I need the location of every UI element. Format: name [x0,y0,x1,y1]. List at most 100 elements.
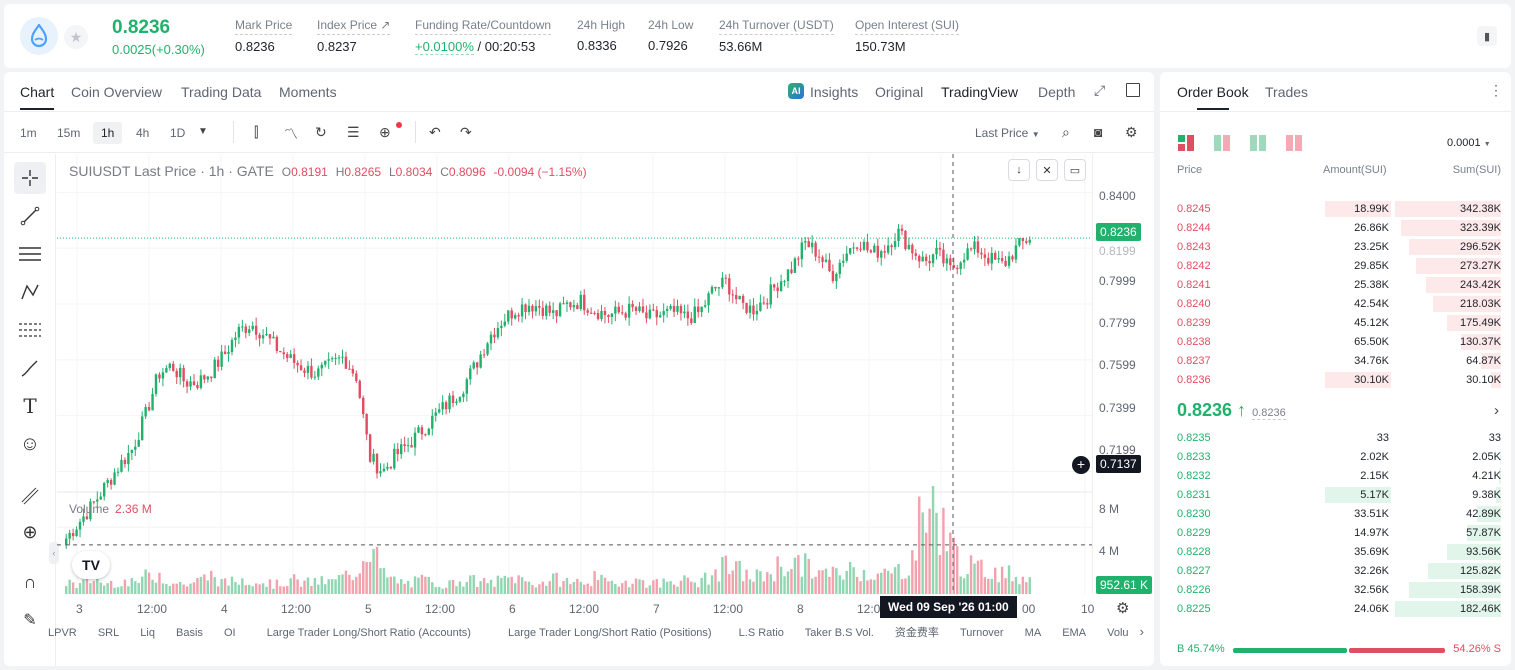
tab-order-book[interactable]: Order Book [1177,84,1249,110]
prediction-icon[interactable] [14,314,46,346]
view-original[interactable]: Original [875,84,924,100]
indicator-liq[interactable]: Liq [140,627,155,639]
timeframe-1d[interactable]: 1D [170,126,186,140]
indicator-ls-positions[interactable]: Large Trader Long/Short Ratio (Positions… [507,627,712,639]
text-tool-icon[interactable]: T [23,394,37,418]
ask-row[interactable]: 0.8239 45.12K 175.49K [1177,314,1501,333]
bid-row[interactable]: 0.8226 32.56K 158.39K [1177,581,1501,600]
view-insights[interactable]: Insights [810,84,859,100]
timeframe-15m[interactable]: 15m [57,126,81,140]
maximize-pane-icon[interactable]: ▭ [1064,159,1086,181]
view-depth[interactable]: Depth [1038,84,1076,100]
chart-settings-icon[interactable]: ⚙ [1116,600,1130,617]
stat-label[interactable]: Funding Rate/Countdown [415,18,552,35]
bid-row[interactable]: 0.8231 5.17K 9.38K [1177,486,1501,505]
bid-row[interactable]: 0.8225 24.06K 182.46K [1177,600,1501,619]
ask-row[interactable]: 0.8240 42.54K 218.03K [1177,295,1501,314]
scroll-down-icon[interactable]: ↓ [1008,159,1030,181]
layout-bids-icon[interactable] [1250,135,1266,151]
stat-label[interactable]: Index Price ↗ [317,18,391,35]
indicator-funding-rate[interactable]: 资金费率 [894,627,939,639]
stat-label[interactable]: Open Interest (SUI) [855,18,960,35]
orderbook-mid-price[interactable]: 0.8236 ↑ 0.8236 [1177,400,1286,421]
ask-row[interactable]: 0.8237 34.76K 64.87K [1177,352,1501,371]
add-alert-icon[interactable]: + [1072,456,1090,474]
bid-row[interactable]: 0.8235 33 33 [1177,429,1501,448]
brush-icon[interactable] [14,352,46,384]
fib-lines-icon[interactable] [14,238,46,270]
guide-book-icon[interactable]: ▮ [1477,26,1497,46]
layout-trades-icon[interactable] [1286,135,1302,151]
magnet-icon[interactable]: ∩ [23,571,37,592]
zoom-in-icon[interactable]: ⊕ [22,521,38,542]
timeframe-1m[interactable]: 1m [20,126,37,140]
trend-line-icon[interactable] [14,200,46,232]
indicator-ma[interactable]: MA [1024,627,1042,639]
indicator-turnover[interactable]: Turnover [959,627,1004,639]
ask-row[interactable]: 0.8236 30.10K 30.10K [1177,371,1501,390]
indicator-basis[interactable]: Basis [176,627,203,639]
timeframe-dropdown-icon[interactable]: ▼ [198,126,208,137]
more-menu-icon[interactable]: ⋮ [1489,82,1503,98]
ask-row[interactable]: 0.8244 26.86K 323.39K [1177,219,1501,238]
ruler-icon[interactable] [14,480,46,512]
collapse-toolbar-icon[interactable]: ‹ [49,542,59,564]
window-icon[interactable] [1126,83,1140,97]
indicator-ls-accounts[interactable]: Large Trader Long/Short Ratio (Accounts) [266,627,471,639]
price-axis[interactable] [1092,154,1154,594]
bid-row[interactable]: 0.8230 33.51K 42.89K [1177,505,1501,524]
bid-row[interactable]: 0.8229 14.97K 57.87K [1177,524,1501,543]
indicator-taker-vol[interactable]: Taker B.S Vol. [804,627,874,639]
ask-row[interactable]: 0.8242 29.85K 273.27K [1177,257,1501,276]
ask-row[interactable]: 0.8245 18.99K 342.38K [1177,200,1501,219]
indicator-ema[interactable]: EMA [1062,627,1087,639]
templates-icon[interactable]: ☰ [347,124,360,140]
candle-type-icon[interactable]: ⫿ [254,124,259,140]
funding-rate-value[interactable]: +0.0100% [415,39,474,55]
tab-trades[interactable]: Trades [1265,84,1309,100]
indicator-volume[interactable]: Volu [1107,627,1129,639]
bid-row[interactable]: 0.8233 2.02K 2.05K [1177,448,1501,467]
indicator-lpvr[interactable]: LPVR [48,627,77,639]
collapse-pane-icon[interactable]: ✕ [1036,159,1058,181]
add-indicator-icon[interactable]: ⊕ [379,124,391,140]
indicator-srl[interactable]: SRL [97,627,120,639]
tab-trading-data[interactable]: Trading Data [181,84,262,100]
layout-asks-icon[interactable] [1214,135,1230,151]
bid-row[interactable]: 0.8232 2.15K 4.21K [1177,467,1501,486]
search-icon[interactable]: ⌕ [1062,124,1070,140]
crosshair-icon[interactable] [14,162,46,194]
pattern-icon[interactable] [14,276,46,308]
stat-label[interactable]: Mark Price [235,18,293,35]
chevron-right-icon[interactable]: › [1494,402,1499,419]
ask-row[interactable]: 0.8238 65.50K 130.37K [1177,333,1501,352]
stat-label[interactable]: 24h Turnover (USDT) [719,18,834,35]
indicators-icon[interactable]: 〽 [284,126,298,142]
timeframe-1h[interactable]: 1h [93,122,123,144]
precision-select[interactable]: 0.0001 ▼ [1447,137,1491,149]
replay-icon[interactable]: ↻ [315,124,327,140]
scroll-right-icon[interactable]: › [1139,624,1144,639]
tradingview-logo[interactable]: TV [72,551,110,579]
ask-row[interactable]: 0.8241 25.38K 243.42K [1177,276,1501,295]
undo-icon[interactable]: ↶ [429,124,441,140]
indicator-ls-ratio[interactable]: L.S Ratio [738,627,784,639]
settings-gear-icon[interactable]: ⚙ [1125,124,1138,140]
price-type-select[interactable]: Last Price ▼ [975,126,1040,140]
screenshot-icon[interactable]: ◙ [1094,124,1103,140]
expand-icon[interactable]: ⤢ [1094,82,1106,98]
ask-row[interactable]: 0.8243 23.25K 296.52K [1177,238,1501,257]
redo-icon[interactable]: ↷ [460,124,472,140]
indicator-oi[interactable]: OI [224,627,236,639]
tab-coin-overview[interactable]: Coin Overview [71,84,163,100]
emoji-icon[interactable]: ☺ [19,432,41,455]
favorite-star-icon[interactable]: ★ [64,25,88,49]
bid-row[interactable]: 0.8228 35.69K 93.56K [1177,543,1501,562]
view-tradingview[interactable]: TradingView [941,84,1019,100]
tab-moments[interactable]: Moments [279,84,337,100]
timeframe-4h[interactable]: 4h [136,126,150,140]
layout-both-icon[interactable] [1178,135,1194,151]
tab-chart[interactable]: Chart [20,84,55,110]
pencil-icon[interactable]: ✎ [23,612,37,629]
candlestick-chart[interactable] [57,154,1092,594]
